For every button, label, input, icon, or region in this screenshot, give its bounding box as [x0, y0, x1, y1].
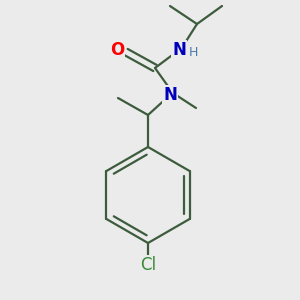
Text: N: N: [163, 86, 177, 104]
Text: H: H: [189, 46, 198, 59]
Text: O: O: [110, 41, 124, 59]
Text: N: N: [172, 41, 186, 59]
Text: Cl: Cl: [140, 256, 156, 274]
